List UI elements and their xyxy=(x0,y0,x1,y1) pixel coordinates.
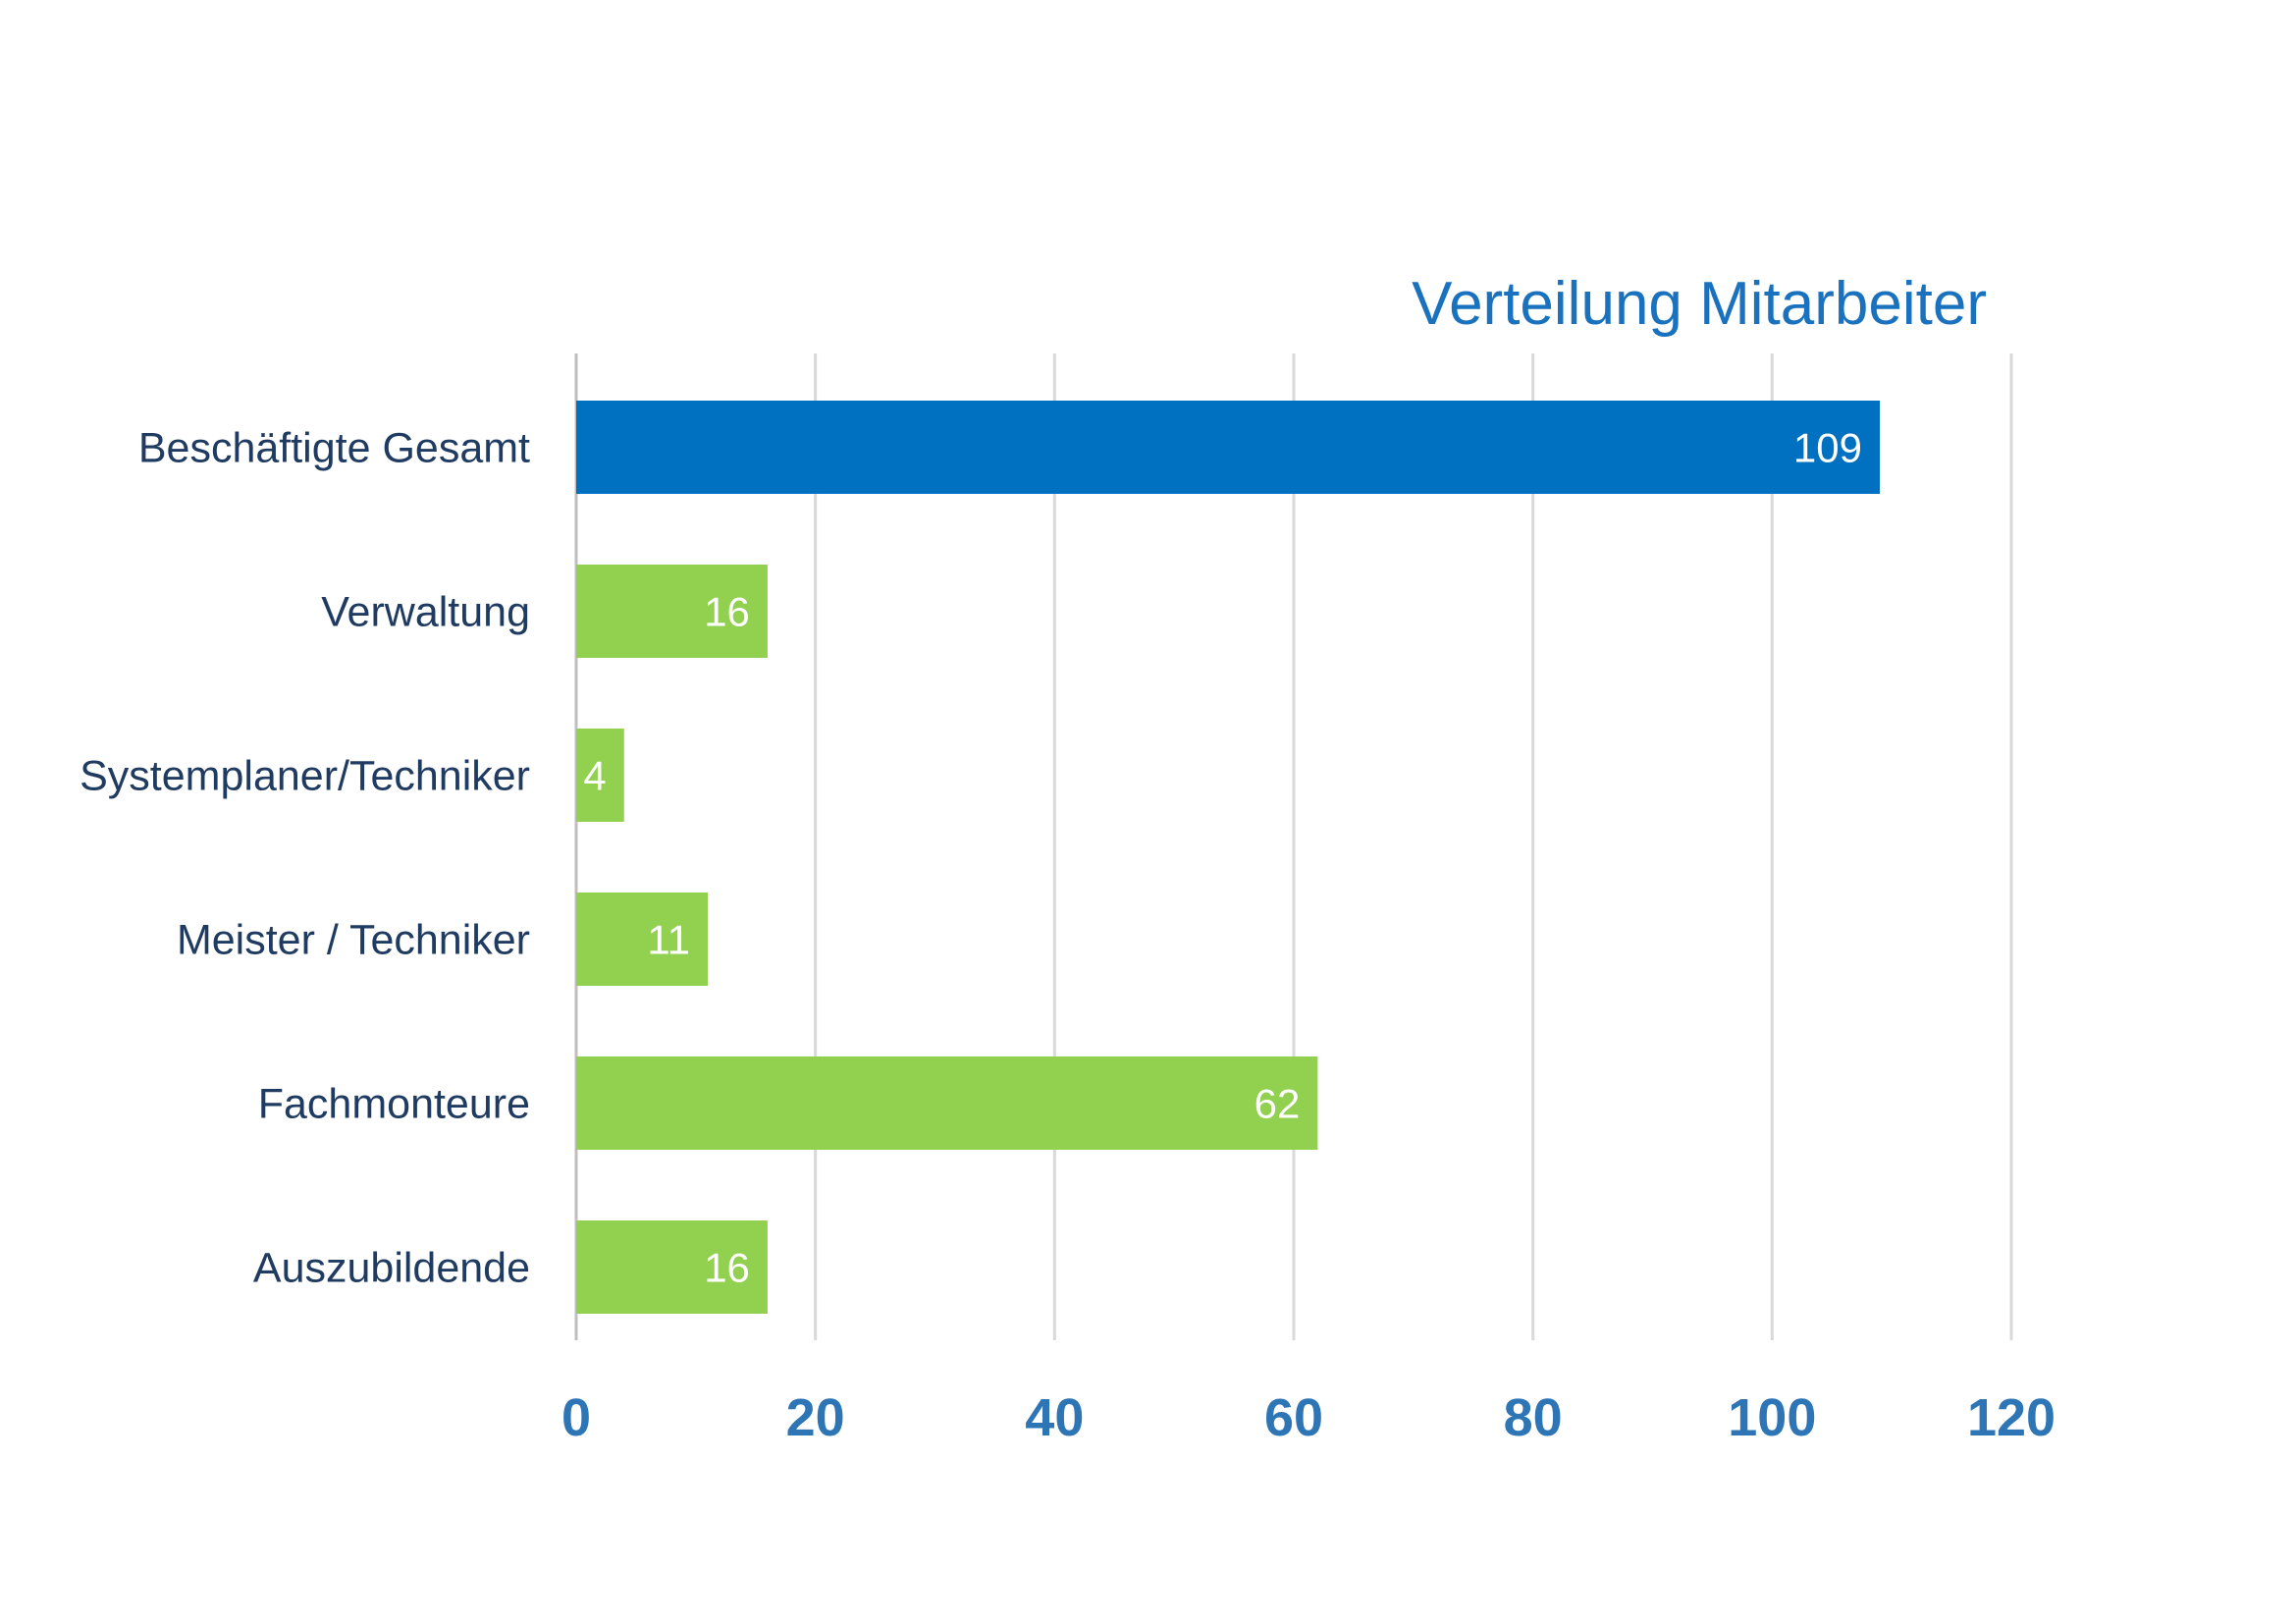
gridlines xyxy=(574,353,2013,1340)
data-label-2: 16 xyxy=(704,589,750,635)
category-label-2: Verwaltung xyxy=(321,589,530,636)
x-tick-label-80: 80 xyxy=(1504,1388,1563,1447)
bar-5 xyxy=(576,1056,1318,1150)
x-tick-label-120: 120 xyxy=(1967,1388,2056,1447)
x-tick-label-60: 60 xyxy=(1264,1388,1323,1447)
bar-3 xyxy=(576,729,624,822)
bar-2 xyxy=(576,565,768,658)
data-label-3: 4 xyxy=(583,753,606,799)
category-label-6: Auszubildende xyxy=(253,1245,530,1292)
data-labels: 109 16 4 11 62 16 xyxy=(583,425,1862,1291)
category-label-4: Meister / Techniker xyxy=(177,917,530,964)
x-tick-label-20: 20 xyxy=(786,1388,845,1447)
bar-6 xyxy=(576,1220,768,1314)
bar-1 xyxy=(576,401,1880,494)
category-label-1: Beschäftigte Gesamt xyxy=(138,425,530,472)
x-tick-label-40: 40 xyxy=(1025,1388,1084,1447)
bars xyxy=(576,401,1880,1314)
category-labels: Beschäftigte Gesamt Verwaltung Systemplane… xyxy=(80,425,530,1292)
x-axis-tick-labels: 0 20 40 60 80 100 120 xyxy=(561,1388,2056,1447)
category-label-5: Fachmonteure xyxy=(258,1081,530,1128)
data-label-1: 109 xyxy=(1793,425,1862,471)
x-tick-label-100: 100 xyxy=(1728,1388,1816,1447)
bar-4 xyxy=(576,893,709,986)
data-label-5: 62 xyxy=(1255,1081,1301,1127)
chart-title: Verteilung Mitarbeiter xyxy=(1412,270,1987,338)
x-tick-label-0: 0 xyxy=(561,1388,591,1447)
category-label-3: Systemplaner/Techniker xyxy=(80,753,530,800)
data-label-4: 11 xyxy=(647,917,690,963)
data-label-6: 16 xyxy=(704,1245,750,1291)
